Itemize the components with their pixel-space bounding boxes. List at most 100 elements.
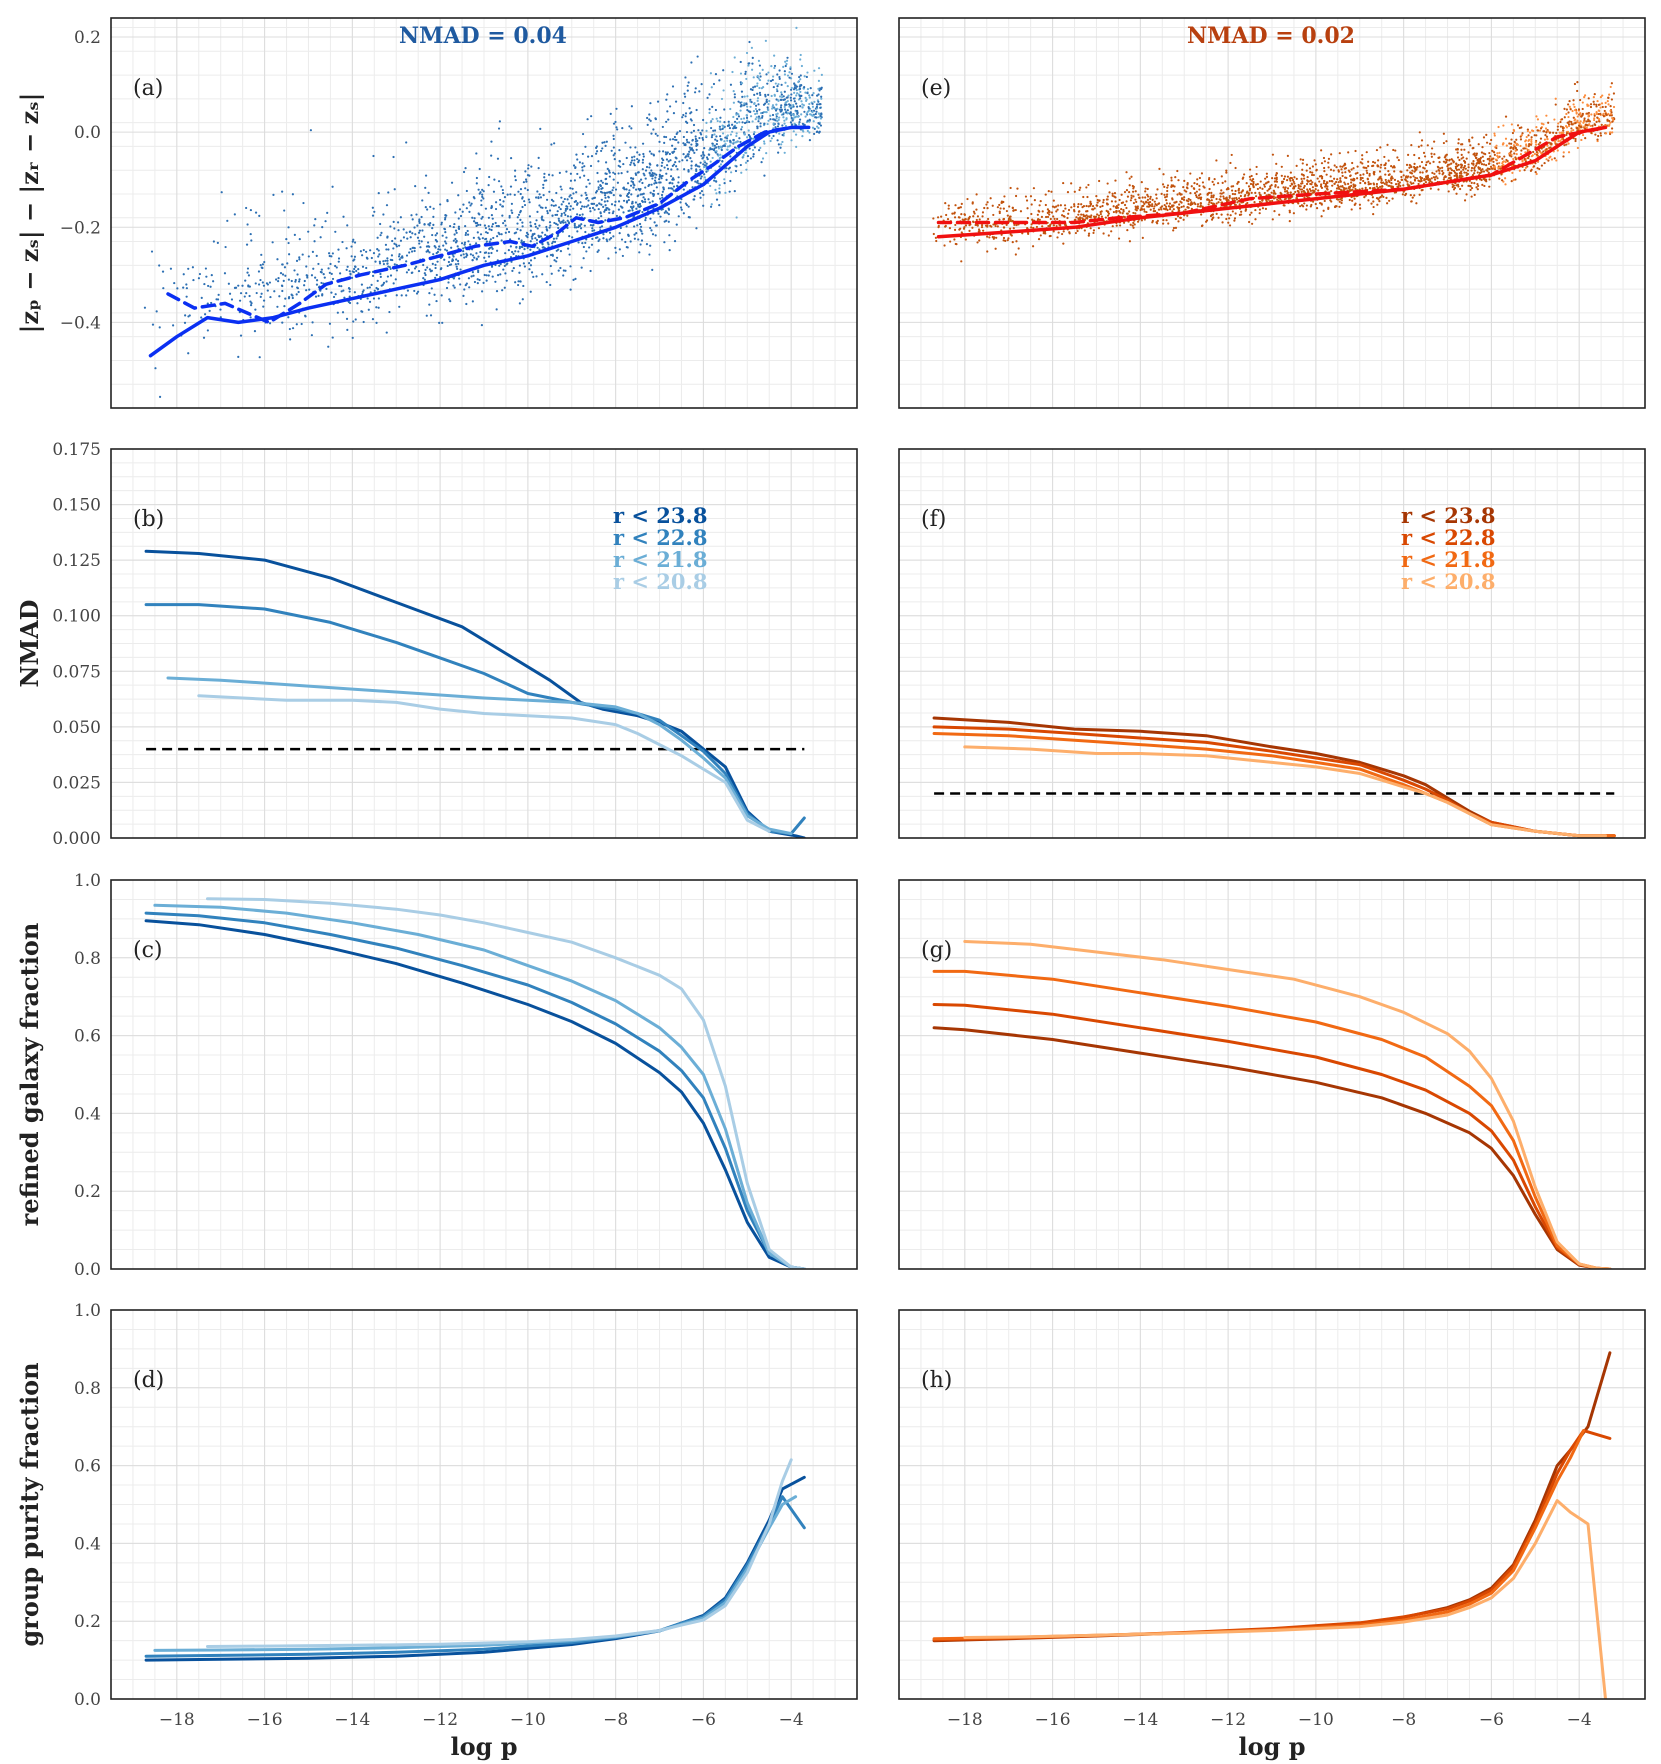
scatter-point [1126, 212, 1129, 215]
scatter-point [1524, 160, 1527, 163]
scatter-point [1342, 188, 1346, 192]
scatter-point [755, 116, 758, 119]
scatter-point [521, 245, 524, 249]
scatter-point [1200, 172, 1204, 175]
scatter-point [719, 128, 722, 131]
scatter-point [752, 86, 755, 89]
scatter-point [800, 84, 803, 87]
scatter-point [688, 150, 691, 153]
scatter-point [524, 178, 528, 181]
scatter-point [1002, 226, 1006, 229]
scatter-point [1530, 168, 1533, 171]
scatter-point [562, 269, 565, 272]
scatter-point [1305, 169, 1308, 172]
scatter-point [584, 241, 587, 244]
scatter-point [775, 117, 778, 120]
scatter-point [373, 210, 376, 213]
scatter-point [1343, 167, 1346, 170]
scatter-point [778, 132, 781, 135]
scatter-point [667, 160, 670, 163]
scatter-point [1030, 226, 1033, 229]
scatter-point [1220, 189, 1223, 192]
scatter-point [215, 298, 218, 301]
scatter-point [1579, 98, 1582, 102]
scatter-point [568, 235, 571, 238]
scatter-point [1117, 237, 1121, 240]
scatter-point [258, 214, 261, 217]
scatter-point [1487, 162, 1491, 166]
scatter-point [1254, 191, 1257, 194]
scatter-point [413, 289, 416, 293]
scatter-point [1371, 196, 1374, 199]
scatter-point [681, 159, 684, 162]
scatter-point [964, 238, 967, 241]
scatter-point [259, 278, 262, 282]
scatter-point [735, 121, 739, 125]
scatter-point [408, 251, 411, 254]
scatter-point [753, 93, 756, 96]
scatter-point [816, 103, 819, 106]
scatter-point [331, 252, 334, 255]
scatter-point [1420, 189, 1423, 192]
scatter-point [487, 255, 491, 258]
scatter-point [667, 208, 671, 211]
scatter-point [534, 237, 537, 240]
scatter-point [1293, 182, 1296, 185]
scatter-point [447, 260, 450, 264]
scatter-point [353, 241, 357, 244]
scatter-point [519, 187, 523, 191]
scatter-point [395, 245, 398, 248]
scatter-point [1361, 187, 1364, 190]
scatter-point [519, 280, 522, 283]
scatter-point [502, 268, 505, 271]
scatter-point [746, 108, 749, 112]
scatter-point [522, 181, 526, 184]
scatter-point [1371, 164, 1374, 168]
scatter-point [709, 205, 713, 208]
scatter-point [385, 280, 388, 283]
scatter-point [1604, 105, 1607, 108]
scatter-point [754, 107, 758, 111]
scatter-point [684, 115, 687, 118]
scatter-point [378, 253, 381, 256]
scatter-point [644, 186, 647, 189]
scatter-point [542, 219, 545, 222]
scatter-point [1578, 121, 1581, 125]
scatter-point [1239, 194, 1242, 198]
scatter-point [807, 107, 811, 110]
scatter-point [415, 213, 418, 216]
scatter-point [1448, 159, 1451, 162]
scatter-point [1207, 178, 1211, 181]
scatter-point [418, 229, 422, 232]
scatter-point [611, 189, 614, 192]
scatter-point [750, 46, 754, 49]
scatter-point [637, 238, 640, 241]
scatter-point [715, 192, 718, 195]
scatter-point [815, 130, 818, 134]
scatter-point [1002, 207, 1005, 210]
scatter-point [637, 159, 641, 162]
scatter-point [1525, 135, 1528, 139]
scatter-point [1167, 205, 1170, 208]
scatter-point [277, 277, 280, 280]
scatter-point [685, 159, 689, 162]
scatter-point [1309, 182, 1312, 186]
scatter-point [736, 117, 739, 120]
scatter-point [456, 259, 460, 263]
scatter-point [1488, 167, 1491, 171]
scatter-point [564, 207, 567, 211]
scatter-point [1568, 100, 1571, 103]
scatter-point [960, 231, 963, 234]
scatter-point [1187, 200, 1190, 203]
scatter-point [473, 280, 477, 284]
scatter-point [1322, 156, 1326, 160]
scatter-point [498, 198, 502, 202]
scatter-point [1267, 188, 1271, 191]
scatter-point [1134, 208, 1137, 211]
scatter-point [473, 217, 476, 220]
scatter-point [545, 280, 548, 284]
scatter-point [665, 98, 668, 101]
scatter-point [612, 194, 615, 197]
scatter-point [790, 72, 794, 75]
